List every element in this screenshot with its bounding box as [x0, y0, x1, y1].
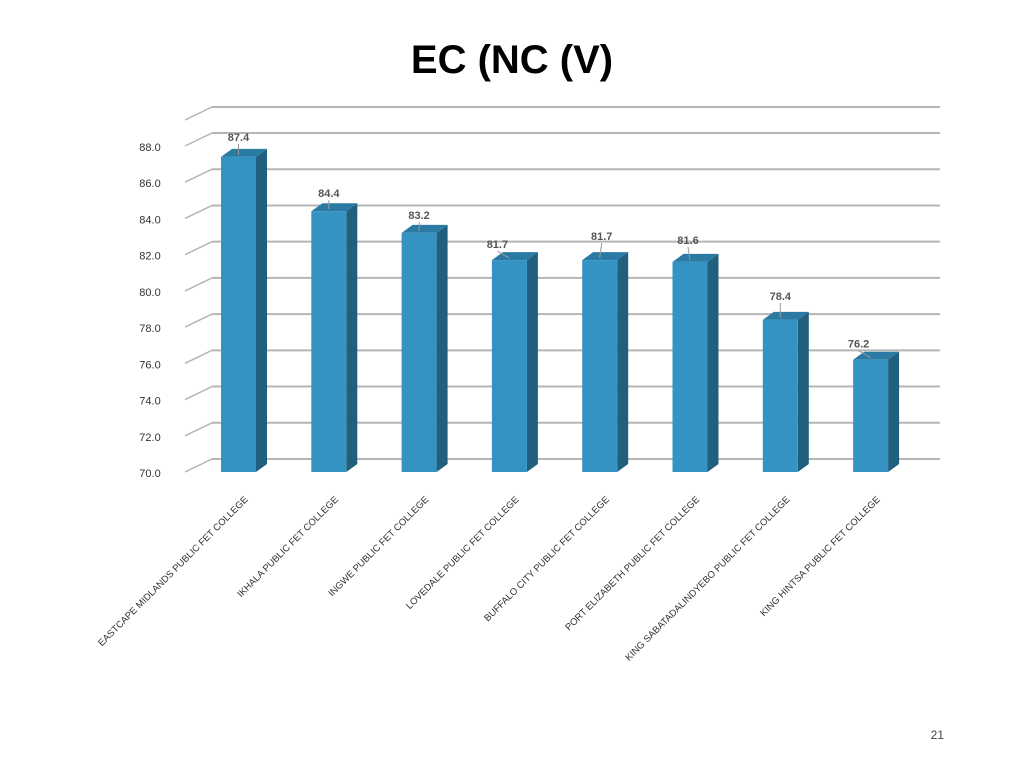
- bars: [221, 148, 900, 472]
- x-tick-label: IKHALA PUBLIC FET COLLEGE: [235, 494, 340, 599]
- grid-line: [184, 240, 940, 256]
- data-label: 87.4: [228, 132, 250, 144]
- bar: [582, 252, 629, 472]
- grid-line: [184, 276, 940, 292]
- grid-line: [184, 349, 940, 365]
- bar-chart: 70.0 72.0 74.0 76.0 78.0 80.0 82.0 84.0 86.0 88.0…: [96, 106, 940, 663]
- grid-line: [184, 106, 940, 121]
- grid-line: [184, 458, 940, 473]
- grid-line: [184, 385, 940, 401]
- data-label-leader: [599, 243, 603, 259]
- data-label: 81.7: [487, 239, 508, 251]
- y-tick-label: 82.0: [139, 251, 160, 263]
- grid-line: [184, 313, 940, 328]
- data-label: 83.2: [408, 210, 429, 222]
- grid-line: [184, 168, 940, 183]
- y-tick-label: 70.0: [139, 468, 160, 480]
- page-number: 21: [930, 728, 944, 742]
- x-axis-labels: EASTCAPE MIDLANDS PUBLIC FET COLLEGEIKHA…: [96, 494, 882, 663]
- bar: [672, 253, 719, 472]
- bar: [311, 203, 358, 472]
- data-label: 76.2: [848, 339, 869, 351]
- data-label-leader: [497, 250, 510, 259]
- grid-line: [184, 204, 940, 220]
- y-axis-ticks: 70.0 72.0 74.0 76.0 78.0 80.0 82.0 84.0 86.0 88.0: [139, 142, 160, 480]
- data-label: 81.6: [677, 235, 698, 247]
- y-tick-label: 72.0: [139, 432, 160, 444]
- data-label: 81.7: [591, 231, 612, 243]
- data-labels: 87.4 84.4 83.2 81.7 81.7 81.6 78.4 76.2: [228, 132, 871, 359]
- bar: [221, 148, 267, 472]
- y-tick-label: 74.0: [139, 396, 160, 408]
- bar: [853, 351, 900, 472]
- data-label-leader: [687, 246, 691, 260]
- data-label: 78.4: [770, 291, 792, 303]
- y-tick-label: 78.0: [139, 323, 160, 335]
- grid-line: [184, 132, 940, 147]
- bar: [491, 252, 538, 472]
- bar: [401, 224, 448, 472]
- x-tick-label: INGWE PUBLIC FET COLLEGE: [327, 494, 432, 599]
- y-tick-label: 80.0: [139, 287, 160, 299]
- bar: [762, 311, 809, 472]
- x-tick-label: EASTCAPE MIDLANDS PUBLIC FET COLLEGE: [96, 494, 250, 648]
- y-tick-label: 86.0: [139, 178, 160, 190]
- data-label-leader: [858, 350, 871, 359]
- y-tick-label: 76.0: [139, 359, 160, 371]
- data-label: 84.4: [318, 188, 340, 200]
- x-tick-label: KING SABATADALINDYEBO PUBLIC FET COLLEGE: [623, 494, 792, 663]
- y-tick-label: 88.0: [139, 142, 160, 154]
- grid-lines: [184, 106, 940, 473]
- grid-line: [184, 421, 940, 437]
- y-tick-label: 84.0: [139, 214, 160, 226]
- page-title: EC (NC (V): [410, 38, 614, 82]
